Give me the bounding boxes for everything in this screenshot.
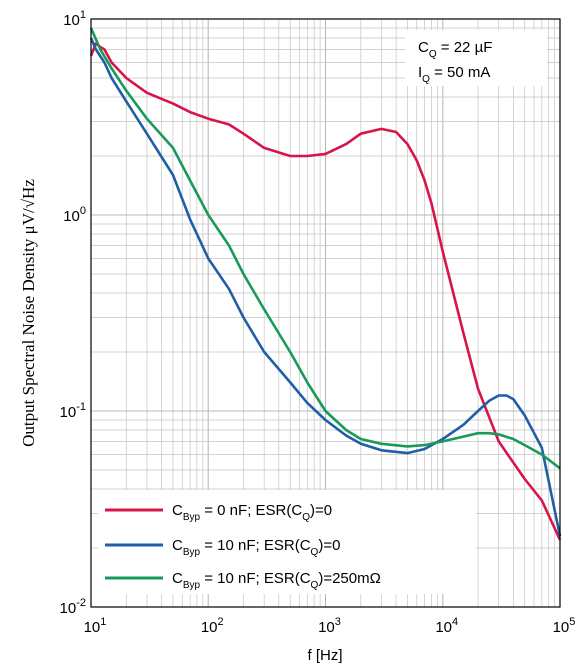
legend: CByp = 0 nF; ESR(CQ)=0 CByp = 10 nF; ESR… (98, 490, 476, 594)
legend-label-2: CByp = 10 nF; ESR(CQ)=250mΩ (172, 570, 381, 591)
annotation-cq: CQ = 22 µF (418, 39, 492, 60)
x-tick-label: 101 (84, 616, 107, 636)
y-tick-label: 100 (63, 205, 86, 225)
legend-label-0: CByp = 0 nF; ESR(CQ)=0 (172, 502, 332, 523)
conditions-annotation: CQ = 22 µF IQ = 50 mA (405, 30, 547, 86)
series-line-0 (89, 42, 562, 541)
x-tick-label: 105 (553, 616, 576, 636)
x-tick-labels: 101 102 103 104 105 (84, 616, 576, 636)
series-lines (89, 27, 562, 541)
y-tick-label: 101 (63, 9, 86, 29)
y-tick-label: 10-1 (60, 401, 86, 421)
y-axis-label: Output Spectral Noise Density μV/√Hz (19, 179, 38, 447)
x-axis-label: f [Hz] (307, 647, 342, 664)
x-tick-label: 104 (435, 616, 458, 636)
annotation-box (405, 30, 547, 86)
y-tick-label: 10-2 (60, 597, 86, 617)
x-tick-label: 102 (201, 616, 224, 636)
plot-frame (90, 18, 561, 608)
x-tick-label: 103 (318, 616, 341, 636)
y-tick-labels: 10-2 10-1 100 101 (60, 9, 86, 617)
legend-label-1: CByp = 10 nF; ESR(CQ)=0 (172, 537, 340, 558)
series-line-2 (89, 27, 561, 470)
series-line-1 (89, 37, 562, 537)
annotation-iq: IQ = 50 mA (418, 64, 490, 85)
